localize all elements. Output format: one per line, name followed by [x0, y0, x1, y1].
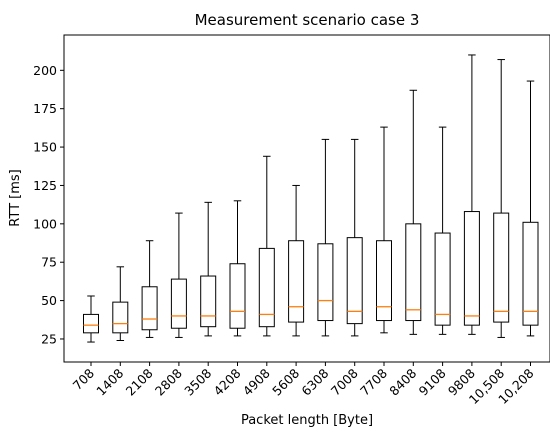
x-tick-label: 1408: [93, 365, 126, 398]
x-tick-label: 5608: [269, 365, 302, 398]
y-tick-label: 50: [41, 293, 57, 308]
box-item: [493, 59, 510, 338]
box-item: [288, 184, 305, 337]
y-tick-label: 150: [33, 140, 57, 155]
box-rect: [141, 286, 158, 331]
box-item: [522, 80, 539, 337]
x-tick-label: 4208: [211, 365, 244, 398]
box-rect: [493, 212, 510, 323]
y-tick-label: 125: [33, 178, 57, 193]
box-item: [141, 240, 158, 338]
box-item: [229, 200, 246, 337]
box-item: [346, 138, 363, 337]
x-tick-label: 2108: [123, 365, 156, 398]
x-axis: 7081408210828083508420849085608630870087…: [70, 362, 537, 407]
y-tick-label: 175: [33, 101, 57, 116]
box-rect: [288, 240, 305, 323]
box-item: [112, 266, 129, 342]
x-tick-label: 6308: [298, 365, 331, 398]
boxes-group: [83, 54, 539, 343]
box-rect: [376, 240, 392, 322]
box-rect: [83, 313, 99, 334]
y-axis-label: RTT [ms]: [8, 169, 23, 226]
chart-title: Measurement scenario case 3: [195, 11, 420, 29]
box-item: [170, 212, 187, 338]
x-tick-label: 8408: [386, 365, 419, 398]
y-tick-label: 25: [41, 331, 57, 346]
y-tick-label: 75: [41, 255, 57, 270]
box-item: [317, 138, 334, 337]
x-tick-label: 4908: [240, 365, 273, 398]
box-item: [463, 54, 480, 335]
plot-area-frame: [63, 34, 550, 363]
box-rect: [170, 278, 187, 329]
box-item: [200, 201, 217, 337]
x-axis-label: Packet length [Byte]: [241, 413, 373, 428]
box-item: [376, 126, 392, 334]
x-tick-label: 7708: [357, 365, 390, 398]
y-axis: 25 50 75 100 125 150 175 200: [33, 63, 64, 346]
box-rect: [258, 247, 275, 328]
box-item: [434, 126, 451, 335]
box-rect: [463, 211, 480, 326]
y-tick-label: 100: [33, 216, 57, 231]
x-tick-label: 9108: [416, 365, 449, 398]
x-tick-label: 3508: [181, 365, 214, 398]
box-rect: [200, 275, 217, 328]
box-item: [83, 295, 99, 343]
box-rect: [229, 263, 246, 329]
box-rect: [112, 301, 129, 334]
y-tick-label: 200: [33, 63, 57, 78]
box-rect: [522, 221, 539, 326]
box-item: [405, 89, 422, 335]
x-tick-label: 7008: [328, 365, 361, 398]
box-rect: [434, 232, 451, 326]
x-tick-label: 2808: [152, 365, 185, 398]
box-item: [258, 155, 275, 337]
box-rect: [346, 237, 363, 325]
box-rect: [405, 223, 422, 322]
box-rect: [317, 243, 334, 322]
